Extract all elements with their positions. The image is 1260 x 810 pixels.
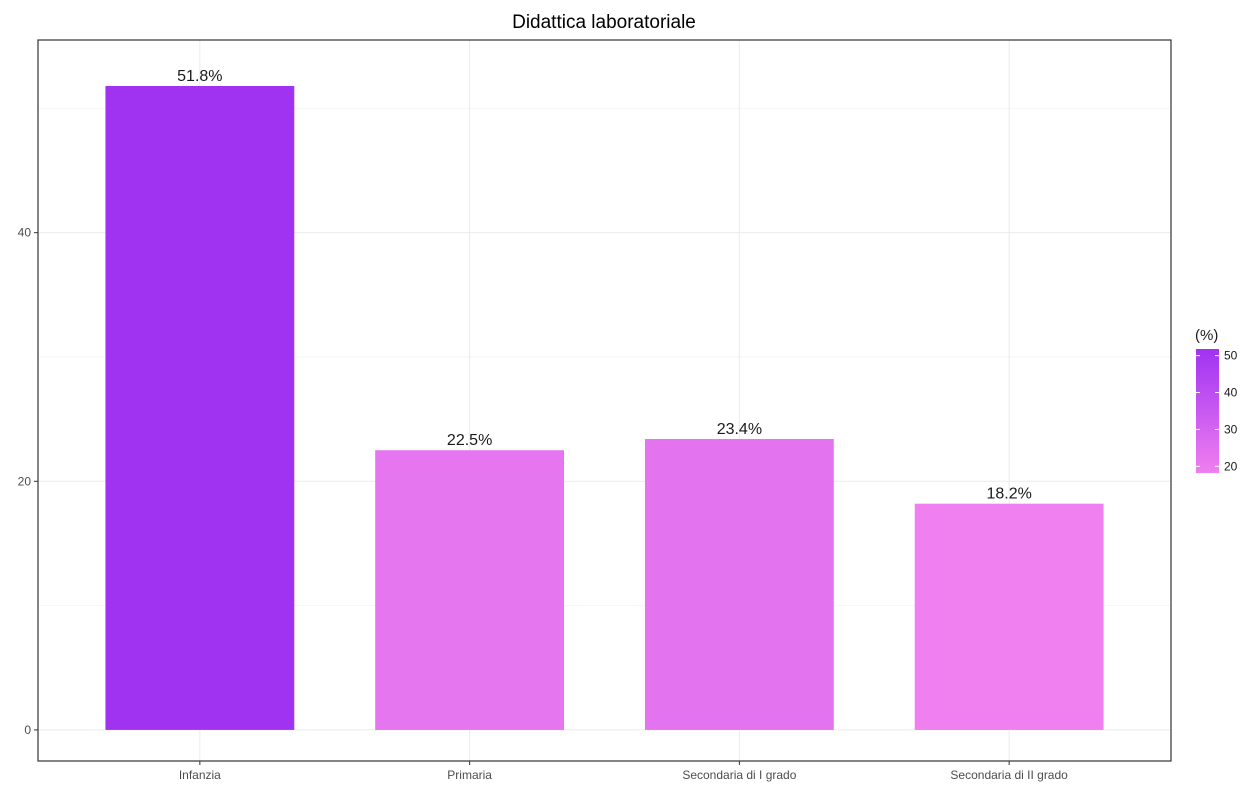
legend-tick-label: 30 xyxy=(1224,422,1238,436)
x-tick-label: Secondaria di II grado xyxy=(950,768,1068,782)
legend-colorbar xyxy=(1196,349,1219,473)
chart-title: Didattica laboratoriale xyxy=(512,12,696,33)
legend: (%) 20 30 40 50 xyxy=(1195,327,1238,473)
x-tick-label: Secondaria di I grado xyxy=(682,768,796,782)
bar xyxy=(914,503,1104,730)
legend-tick-label: 20 xyxy=(1224,459,1238,473)
bar xyxy=(375,450,565,730)
bar-value-label: 51.8% xyxy=(177,68,222,85)
bar-value-label: 22.5% xyxy=(447,432,492,449)
legend-title: (%) xyxy=(1195,327,1218,344)
bar xyxy=(105,85,295,730)
x-tick-label: Infanzia xyxy=(179,768,221,782)
axes: Infanzia Primaria Secondaria di I grado Sec… xyxy=(18,226,1069,782)
bars xyxy=(105,85,1104,730)
bar-labels: 51.8% 22.5% 23.4% 18.2% xyxy=(177,68,1032,503)
bar-value-label: 18.2% xyxy=(986,486,1031,503)
legend-tick-label: 50 xyxy=(1224,349,1238,363)
bar xyxy=(644,439,834,730)
legend-tick-label: 40 xyxy=(1224,386,1238,400)
x-tick-label: Primaria xyxy=(447,768,492,782)
y-tick-label: 20 xyxy=(18,474,32,488)
y-tick-label: 40 xyxy=(18,226,32,240)
bar-value-label: 23.4% xyxy=(717,421,762,438)
y-tick-label: 0 xyxy=(24,723,31,737)
panel-border xyxy=(37,39,1172,762)
